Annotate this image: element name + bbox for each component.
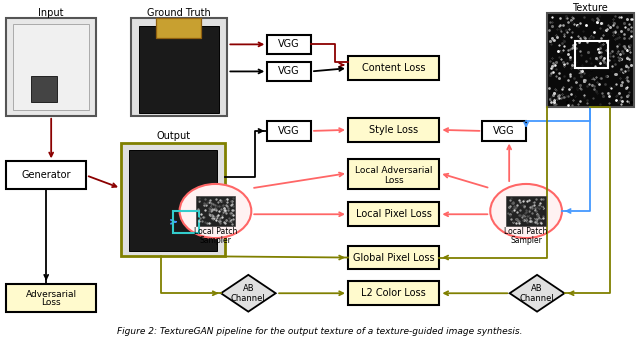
Text: AB
Channel: AB Channel [231,283,266,303]
Bar [196,196,236,226]
Text: Texture: Texture [572,3,608,13]
Ellipse shape [490,184,562,238]
Bar [483,121,526,141]
Text: Local Adversarial: Local Adversarial [355,166,433,176]
Polygon shape [509,275,564,312]
Bar [13,24,89,111]
Text: Local Pixel Loss: Local Pixel Loss [356,209,431,219]
Bar [121,143,225,257]
Bar [31,76,57,102]
Text: Adversarial: Adversarial [26,290,77,299]
Text: Content Loss: Content Loss [362,63,426,73]
Text: Output: Output [157,131,191,141]
Ellipse shape [180,184,252,238]
Text: Loss: Loss [384,176,403,185]
Text: Loss: Loss [42,298,61,307]
Text: VGG: VGG [278,39,300,49]
Text: Figure 2: TextureGAN pipeline for the output texture of a texture-guided image s: Figure 2: TextureGAN pipeline for the ou… [117,326,523,336]
Text: VGG: VGG [493,126,515,136]
Text: Sampler: Sampler [510,236,542,245]
Bar [131,18,227,116]
Bar [129,151,218,251]
Bar [139,26,220,113]
Polygon shape [221,275,276,312]
Text: Sampler: Sampler [200,236,232,245]
Text: AB
Channel: AB Channel [520,283,554,303]
Bar [348,118,440,142]
Bar [268,121,311,141]
Text: L2 Color Loss: L2 Color Loss [362,288,426,298]
Bar [268,35,311,54]
Bar [6,161,86,190]
Bar [6,283,96,312]
Bar [575,41,608,68]
Text: Style Loss: Style Loss [369,125,419,135]
Bar [348,281,440,305]
Text: Ground Truth: Ground Truth [147,8,211,18]
Bar [348,202,440,226]
Bar [6,18,96,116]
Text: Local Patch: Local Patch [194,227,237,236]
Text: VGG: VGG [278,126,300,136]
Bar [506,196,546,226]
Bar [547,13,634,107]
Text: Global Pixel Loss: Global Pixel Loss [353,253,435,262]
Bar [348,246,440,270]
Text: Local Patch: Local Patch [504,227,548,236]
Bar [348,159,440,190]
Bar [348,56,440,80]
Text: Generator: Generator [22,170,71,180]
Text: VGG: VGG [278,66,300,76]
Bar [156,18,200,38]
Text: Input: Input [38,8,64,18]
Bar [173,211,198,233]
Bar [268,62,311,81]
